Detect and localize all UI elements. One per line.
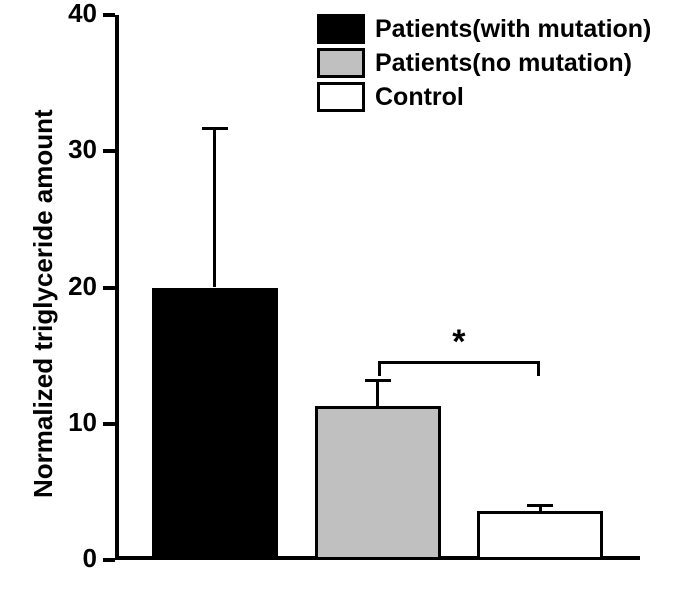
y-tick-label: 30 xyxy=(68,134,97,165)
significance-drop xyxy=(537,361,540,376)
y-tick xyxy=(103,422,115,426)
legend: Patients(with mutation) Patients(no mutat… xyxy=(317,14,651,116)
error-line xyxy=(213,128,216,287)
error-cap xyxy=(202,127,228,130)
significance-drop xyxy=(378,361,381,376)
y-tick xyxy=(103,13,115,17)
error-cap xyxy=(365,379,391,382)
error-line xyxy=(376,380,379,406)
legend-label: Patients(with mutation) xyxy=(375,15,651,44)
legend-swatch xyxy=(317,48,365,78)
legend-label: Control xyxy=(375,83,464,112)
legend-label: Patients(no mutation) xyxy=(375,49,632,78)
y-axis xyxy=(115,15,119,560)
legend-swatch xyxy=(317,14,365,44)
bar-control xyxy=(477,511,603,560)
significance-star: * xyxy=(439,325,479,359)
legend-item: Patients(no mutation) xyxy=(317,48,651,78)
y-tick-label: 40 xyxy=(68,0,97,29)
y-tick-label: 0 xyxy=(83,543,97,574)
legend-swatch xyxy=(317,82,365,112)
y-axis-label: Normalized triglyceride amount xyxy=(28,109,59,498)
error-cap xyxy=(527,504,553,507)
bar-patients-with-mutation xyxy=(152,288,278,561)
significance-bracket xyxy=(378,361,541,364)
y-tick-label: 20 xyxy=(68,271,97,302)
y-tick xyxy=(103,286,115,290)
legend-item: Patients(with mutation) xyxy=(317,14,651,44)
bar-patients-no-mutation xyxy=(315,406,441,560)
legend-item: Control xyxy=(317,82,651,112)
y-tick xyxy=(103,558,115,562)
y-tick xyxy=(103,149,115,153)
y-tick-label: 10 xyxy=(68,407,97,438)
bar-chart: 0 10 20 30 40 Normalized triglyceride amount *… xyxy=(0,0,675,597)
